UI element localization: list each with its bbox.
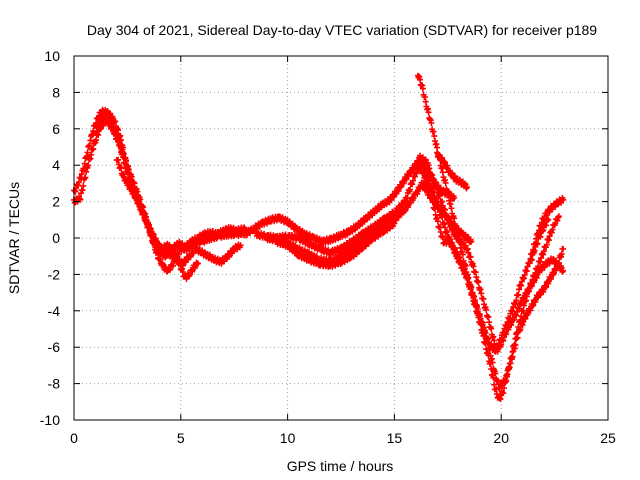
data-track-8 <box>273 219 398 270</box>
y-tick-label: 2 <box>52 194 60 210</box>
x-tick-label: 0 <box>70 430 78 446</box>
y-tick-label: -6 <box>48 339 61 355</box>
track-markers <box>434 149 470 192</box>
data-track-11 <box>425 165 567 355</box>
y-axis-label: SDTVAR / TECUs <box>6 182 22 294</box>
data-track-14 <box>528 216 552 264</box>
data-track-4 <box>113 156 201 282</box>
track-markers <box>421 174 567 392</box>
track-markers <box>113 156 201 282</box>
y-tick-label: -4 <box>48 303 61 319</box>
y-tick-label: 6 <box>52 121 60 137</box>
track-markers <box>425 165 567 355</box>
track-markers <box>528 216 552 264</box>
x-tick-label: 15 <box>387 430 403 446</box>
y-tick-label: 10 <box>44 48 60 64</box>
y-tick-label: 4 <box>52 157 60 173</box>
y-tick-label: -10 <box>40 412 60 428</box>
track-markers <box>414 72 567 355</box>
chart-title: Day 304 of 2021, Sidereal Day-to-day VTE… <box>87 22 597 38</box>
x-axis-label: GPS time / hours <box>287 458 394 474</box>
x-tick-label: 20 <box>493 430 509 446</box>
x-tick-labels: 0 5 10 15 20 25 <box>70 430 616 446</box>
x-tick-label: 25 <box>600 430 616 446</box>
data-track-13 <box>434 149 470 192</box>
x-tick-label: 5 <box>177 430 185 446</box>
axis-ticks <box>73 55 609 421</box>
data-marks <box>71 72 567 403</box>
y-tick-labels: -10 -8 -6 -4 -2 0 2 4 6 8 10 <box>40 48 60 428</box>
x-tick-label: 10 <box>280 430 296 446</box>
y-tick-label: 0 <box>52 230 60 246</box>
track-markers <box>273 219 398 270</box>
track-markers <box>241 152 432 247</box>
data-track-9 <box>414 72 567 355</box>
data-track-12 <box>421 174 567 392</box>
y-tick-label: -2 <box>48 266 61 282</box>
y-tick-label: 8 <box>52 84 60 100</box>
data-track-5 <box>241 152 432 247</box>
y-tick-label: -8 <box>48 376 61 392</box>
